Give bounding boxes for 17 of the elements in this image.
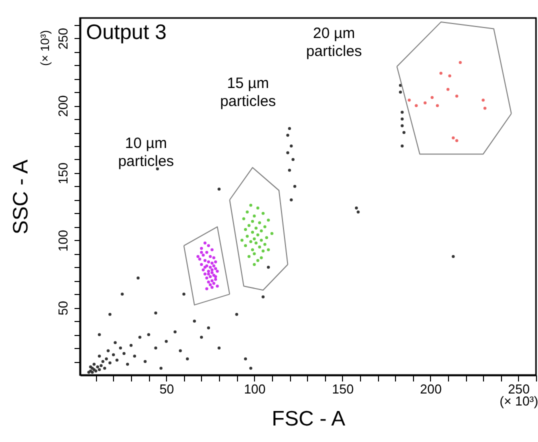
- x-tick-label: 250 (× 10³): [500, 382, 538, 408]
- y-tick-label: 250: [56, 28, 70, 50]
- x-tick-label: 50: [160, 382, 174, 396]
- x-axis-title: FSC - A: [272, 408, 346, 430]
- y-tick-label: 50: [56, 300, 70, 316]
- annotation: 10 µm particles: [118, 135, 174, 170]
- x-tick-label: 150: [332, 382, 354, 396]
- x-tick-label: 100: [244, 382, 266, 396]
- chart-title: Output 3: [86, 21, 167, 44]
- annotation: 15 µm particles: [220, 75, 276, 110]
- y-tick-label: 100: [56, 230, 70, 252]
- annotation: 20 µm particles: [306, 25, 362, 60]
- x-tick-label: 200: [420, 382, 442, 396]
- y-axis-title: SSC - A: [10, 160, 32, 234]
- y-tick-label: 200: [56, 95, 70, 117]
- y-tick-label: 150: [56, 162, 70, 184]
- text: (× 10³): [38, 30, 52, 66]
